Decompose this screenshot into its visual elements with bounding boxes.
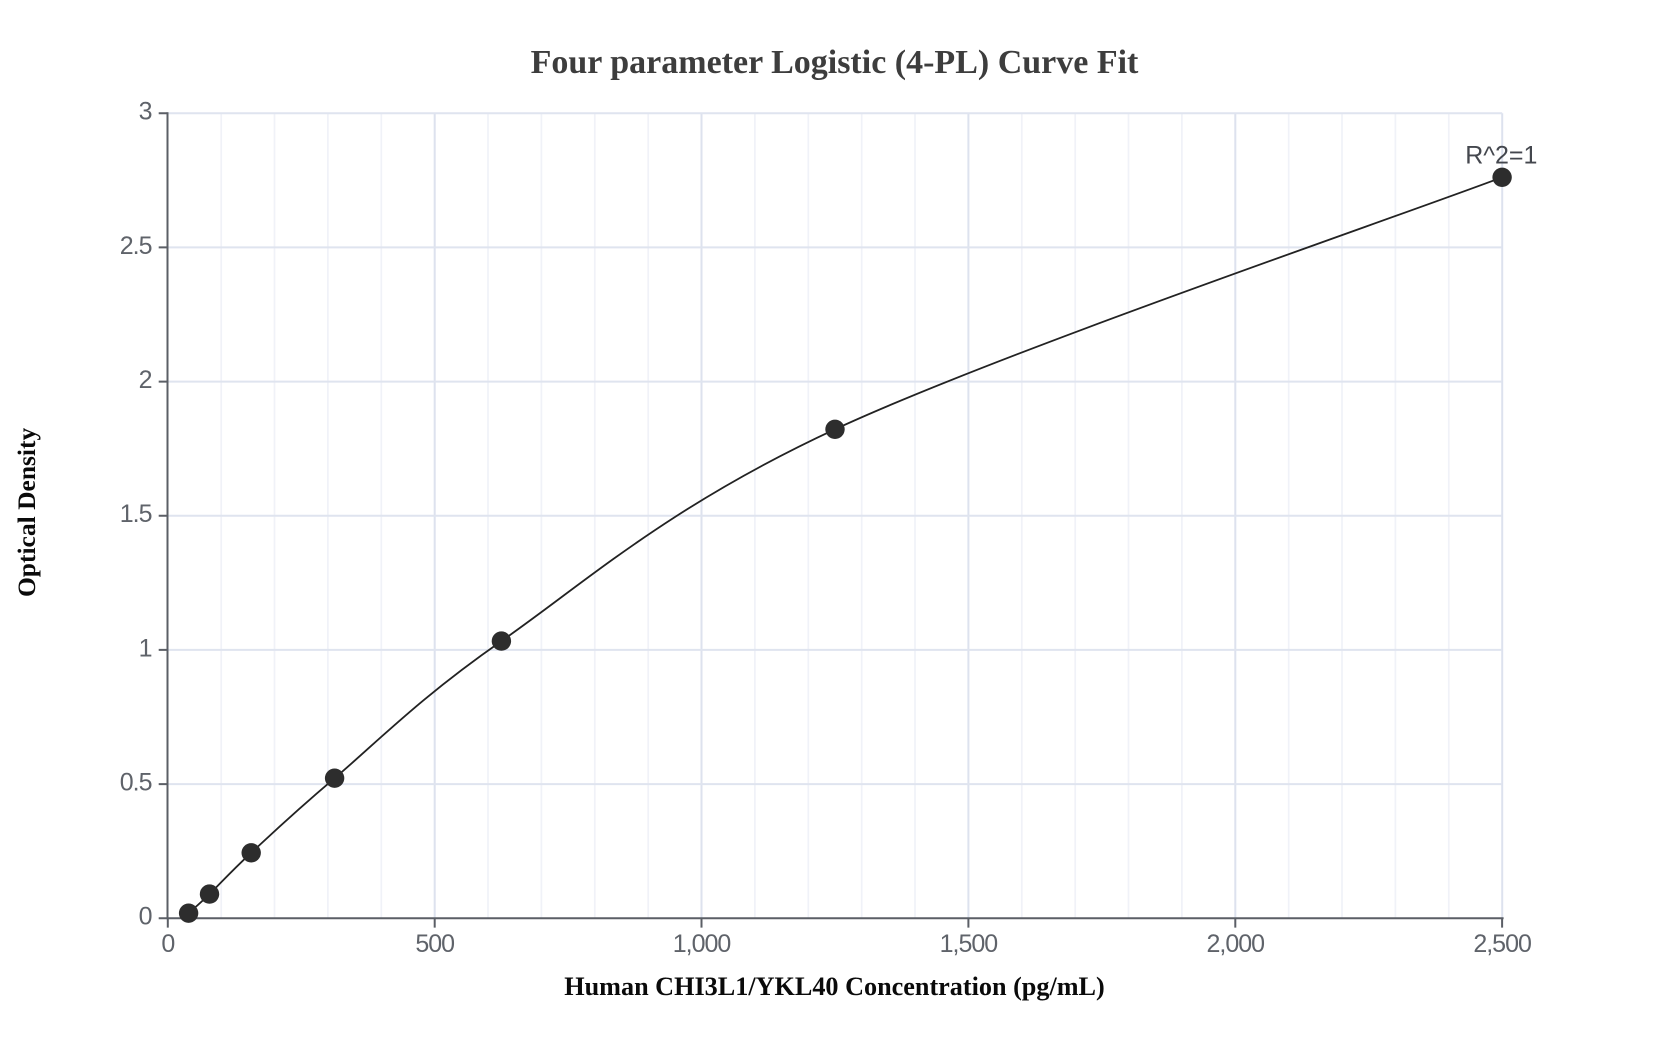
svg-text:0.5: 0.5 (120, 769, 152, 797)
svg-text:1,500: 1,500 (940, 930, 998, 958)
svg-text:R^2=1: R^2=1 (1465, 142, 1537, 170)
svg-text:0: 0 (139, 903, 152, 931)
svg-text:1,000: 1,000 (673, 930, 731, 958)
svg-text:Human CHI3L1/YKL40 Concentrati: Human CHI3L1/YKL40 Concentration (pg/mL) (564, 972, 1105, 1001)
svg-text:2,000: 2,000 (1207, 930, 1265, 958)
svg-text:3: 3 (139, 98, 152, 126)
svg-text:500: 500 (415, 930, 454, 958)
svg-text:Optical Density: Optical Density (12, 428, 41, 598)
svg-text:1.5: 1.5 (120, 500, 152, 528)
svg-text:2: 2 (139, 366, 152, 394)
svg-text:1: 1 (139, 634, 152, 662)
svg-text:0: 0 (161, 930, 174, 958)
svg-text:2.5: 2.5 (120, 232, 152, 260)
svg-text:Four parameter Logistic (4-PL): Four parameter Logistic (4-PL) Curve Fit (531, 44, 1139, 81)
svg-text:2,500: 2,500 (1473, 930, 1531, 958)
